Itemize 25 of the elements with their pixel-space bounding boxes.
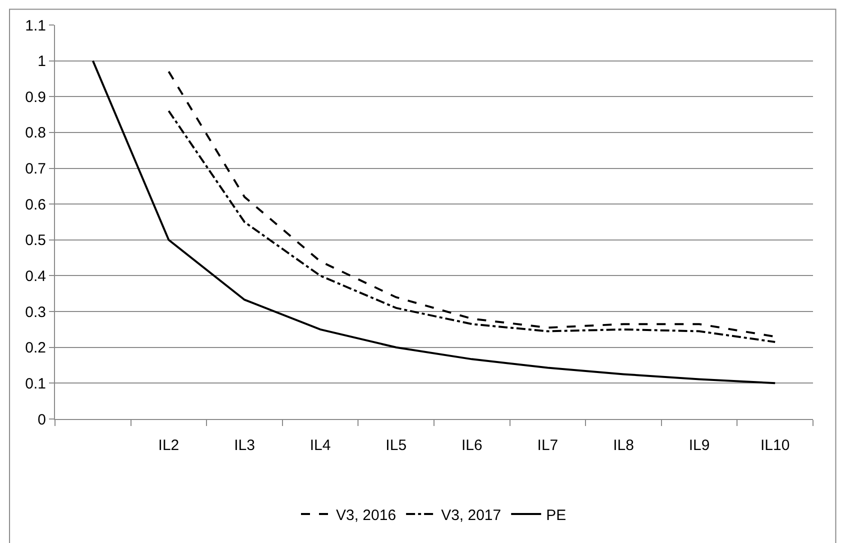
y-tick-label: 0	[38, 411, 46, 428]
x-tick-label: IL2	[158, 437, 180, 454]
line-series	[92, 60, 776, 384]
y-tick-label: 0.9	[25, 88, 46, 106]
y-tick-label: 0.4	[25, 268, 46, 285]
x-tick-label: IL5	[386, 437, 407, 454]
x-tick-label: IL10	[760, 437, 790, 454]
y-tick-label: 0.6	[25, 196, 46, 214]
legend-label: PE	[546, 506, 566, 524]
y-tick-label: 0.5	[25, 232, 46, 250]
y-tick-label: 0.2	[25, 340, 46, 357]
y-tick-label: 0.3	[25, 304, 46, 321]
y-tick-label: 0.8	[25, 124, 46, 142]
x-tick-label: IL8	[613, 437, 634, 454]
legend-label: V3, 2017	[441, 506, 502, 524]
y-tick-label: 1.1	[25, 17, 46, 34]
legend-label: V3, 2016	[336, 506, 396, 524]
x-tick-label: IL3	[234, 437, 255, 454]
y-tick-label: 0.1	[25, 375, 46, 392]
y-tick-label: 1	[38, 53, 46, 70]
x-tick-label: IL4	[310, 437, 331, 454]
y-tick-label: 0.7	[25, 160, 46, 178]
x-tick-label: IL9	[688, 437, 710, 454]
x-tick-label: IL7	[537, 437, 558, 454]
x-tick-label: IL6	[461, 437, 482, 454]
